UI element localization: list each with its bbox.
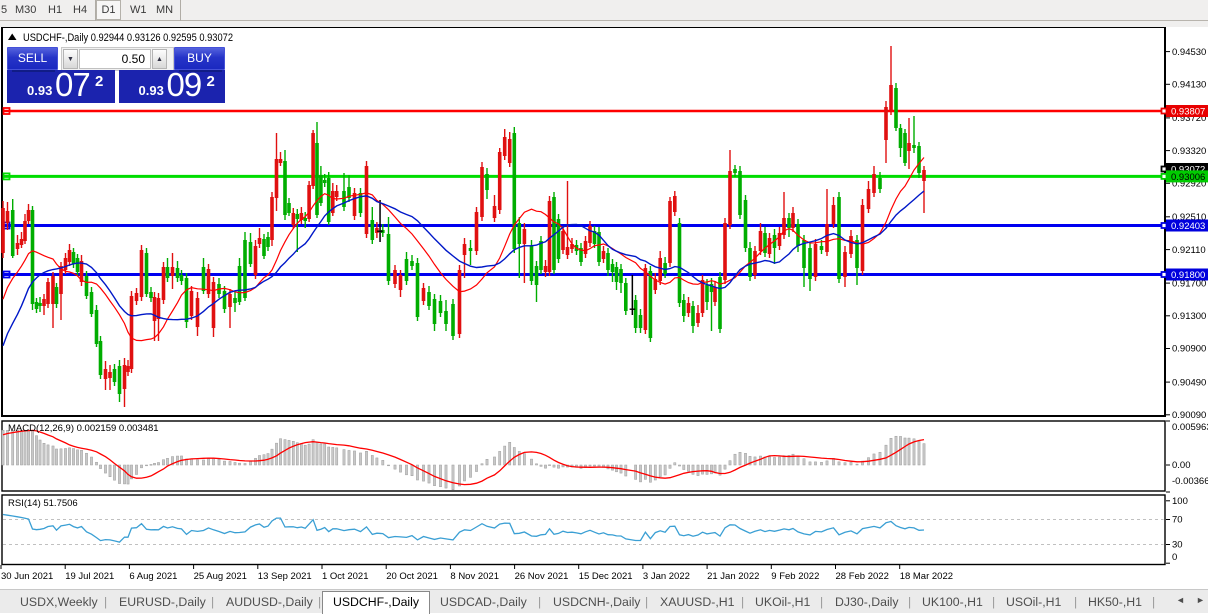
svg-text:30 Jun 2021: 30 Jun 2021 — [1, 571, 53, 582]
svg-text:0.91700: 0.91700 — [1172, 278, 1206, 289]
svg-text:0.94530: 0.94530 — [1172, 47, 1206, 58]
svg-text:20 Oct 2021: 20 Oct 2021 — [386, 571, 438, 582]
svg-text:-0.003664: -0.003664 — [1172, 476, 1208, 487]
svg-text:USDCHF-,Daily 0.92944 0.93126: USDCHF-,Daily 0.92944 0.93126 0.92595 0.… — [23, 32, 233, 44]
svg-text:0.94130: 0.94130 — [1172, 80, 1206, 91]
svg-text:0.92510: 0.92510 — [1172, 212, 1206, 223]
svg-text:0.93807: 0.93807 — [1171, 106, 1205, 117]
svg-text:21 Jan 2022: 21 Jan 2022 — [707, 571, 759, 582]
svg-text:0.93320: 0.93320 — [1172, 146, 1206, 157]
svg-text:28 Feb 2022: 28 Feb 2022 — [836, 571, 889, 582]
svg-text:0.93072: 0.93072 — [1171, 164, 1205, 175]
svg-text:0.005963: 0.005963 — [1172, 422, 1208, 433]
svg-text:8 Nov 2021: 8 Nov 2021 — [450, 571, 499, 582]
svg-text:1 Oct 2021: 1 Oct 2021 — [322, 571, 368, 582]
svg-text:70: 70 — [1172, 515, 1183, 526]
svg-text:0.93006: 0.93006 — [1171, 172, 1205, 183]
svg-text:13 Sep 2021: 13 Sep 2021 — [258, 571, 312, 582]
svg-text:0.92403: 0.92403 — [1171, 221, 1205, 232]
svg-text:0.91800: 0.91800 — [1171, 270, 1205, 281]
svg-text:25 Aug 2021: 25 Aug 2021 — [194, 571, 247, 582]
svg-text:0.92920: 0.92920 — [1172, 179, 1206, 190]
svg-text:RSI(14) 51.7506: RSI(14) 51.7506 — [8, 498, 78, 509]
svg-text:0.90900: 0.90900 — [1172, 344, 1206, 355]
svg-text:3 Jan 2022: 3 Jan 2022 — [643, 571, 690, 582]
svg-text:15 Dec 2021: 15 Dec 2021 — [579, 571, 633, 582]
svg-text:18 Mar 2022: 18 Mar 2022 — [900, 571, 953, 582]
svg-text:0.90490: 0.90490 — [1172, 377, 1206, 388]
svg-text:0.92110: 0.92110 — [1172, 245, 1206, 256]
svg-text:MACD(12,26,9) 0.002159 0.00348: MACD(12,26,9) 0.002159 0.003481 — [8, 423, 159, 434]
svg-text:0.91300: 0.91300 — [1172, 311, 1206, 322]
svg-text:26 Nov 2021: 26 Nov 2021 — [515, 571, 569, 582]
svg-text:0.00: 0.00 — [1172, 460, 1191, 471]
svg-text:0: 0 — [1172, 552, 1177, 563]
svg-text:6 Aug 2021: 6 Aug 2021 — [129, 571, 177, 582]
svg-text:0.90090: 0.90090 — [1172, 410, 1206, 421]
svg-text:0.93720: 0.93720 — [1172, 113, 1206, 124]
svg-text:9 Feb 2022: 9 Feb 2022 — [771, 571, 819, 582]
svg-text:19 Jul 2021: 19 Jul 2021 — [65, 571, 114, 582]
svg-text:30: 30 — [1172, 540, 1183, 551]
svg-text:100: 100 — [1172, 496, 1188, 507]
